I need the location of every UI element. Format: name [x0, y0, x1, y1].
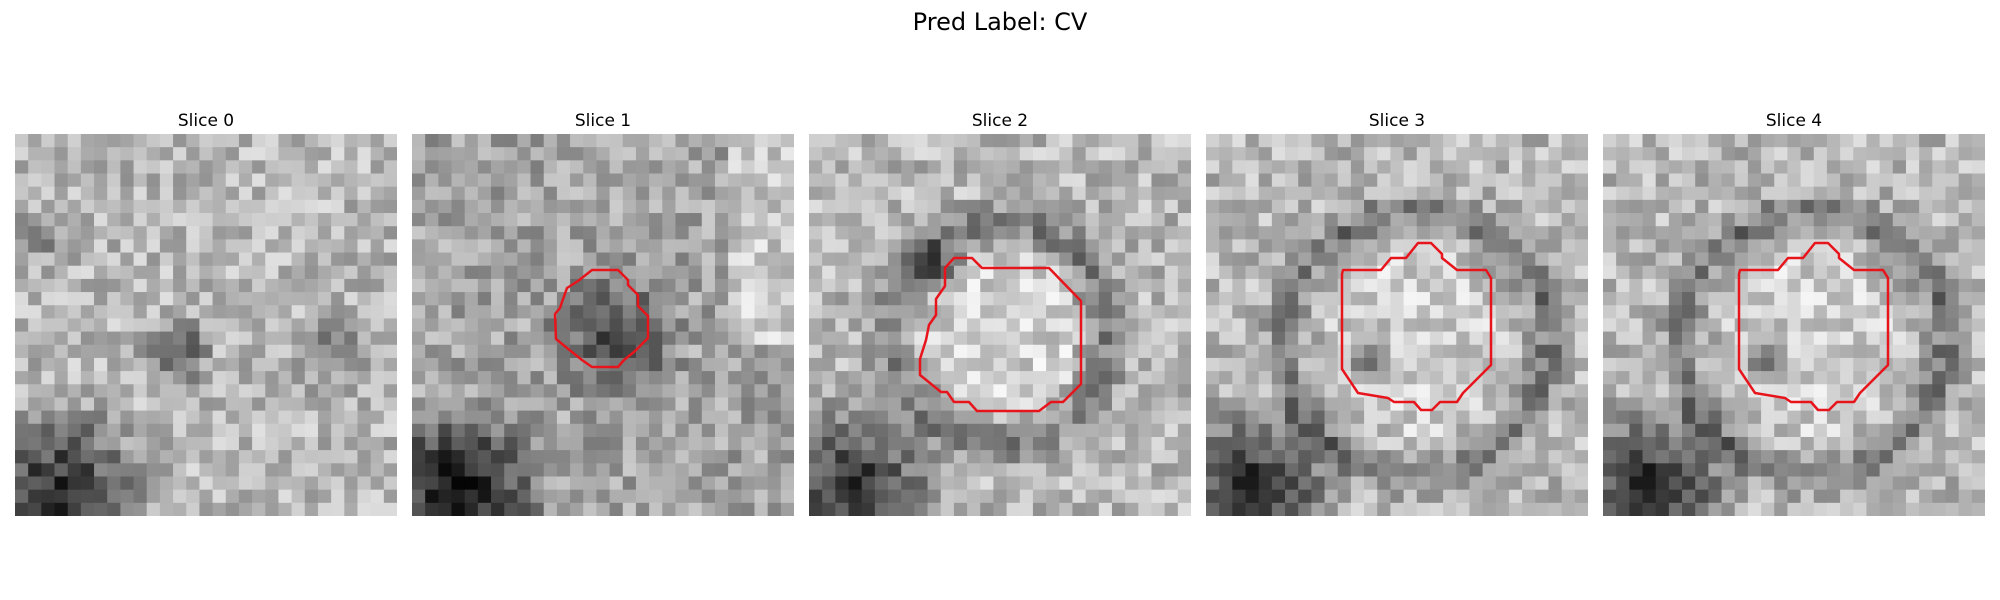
slice-title-3: Slice 3	[1368, 111, 1426, 131]
slice-title-1: Slice 1	[574, 111, 632, 131]
figure-title: Pred Label: CV	[912, 8, 1088, 36]
segmentation-contour-3	[1340, 241, 1493, 412]
slice-image-0	[15, 134, 397, 516]
slice-image-3	[1206, 134, 1588, 516]
slice-panel-1: Slice 1	[412, 110, 794, 516]
slice-4-svg	[1603, 134, 1985, 516]
slice-4-pixels	[1603, 134, 1985, 516]
slice-1-svg	[412, 134, 794, 516]
slice-title-2: Slice 2	[971, 111, 1029, 131]
slice-panel-3: Slice 3	[1206, 110, 1588, 516]
slice-image-2	[809, 134, 1191, 516]
segmentation-contour-4	[1737, 241, 1890, 412]
slice-0-pixels	[15, 134, 397, 516]
slice-2-svg	[809, 134, 1191, 516]
slice-2-pixels	[809, 134, 1191, 516]
slice-0-svg	[15, 134, 397, 516]
slice-1-pixels	[412, 134, 794, 516]
slice-3-svg	[1206, 134, 1588, 516]
slice-image-4	[1603, 134, 1985, 516]
segmentation-contour-2	[918, 256, 1083, 413]
slice-title-0: Slice 0	[177, 111, 235, 131]
slice-title-4: Slice 4	[1765, 111, 1823, 131]
slice-panel-4: Slice 4	[1603, 110, 1985, 516]
slice-panel-2: Slice 2	[809, 110, 1191, 516]
slice-3-pixels	[1206, 134, 1588, 516]
segmentation-contour-1	[553, 268, 650, 369]
slice-panel-0: Slice 0	[15, 110, 397, 516]
slice-image-1	[412, 134, 794, 516]
